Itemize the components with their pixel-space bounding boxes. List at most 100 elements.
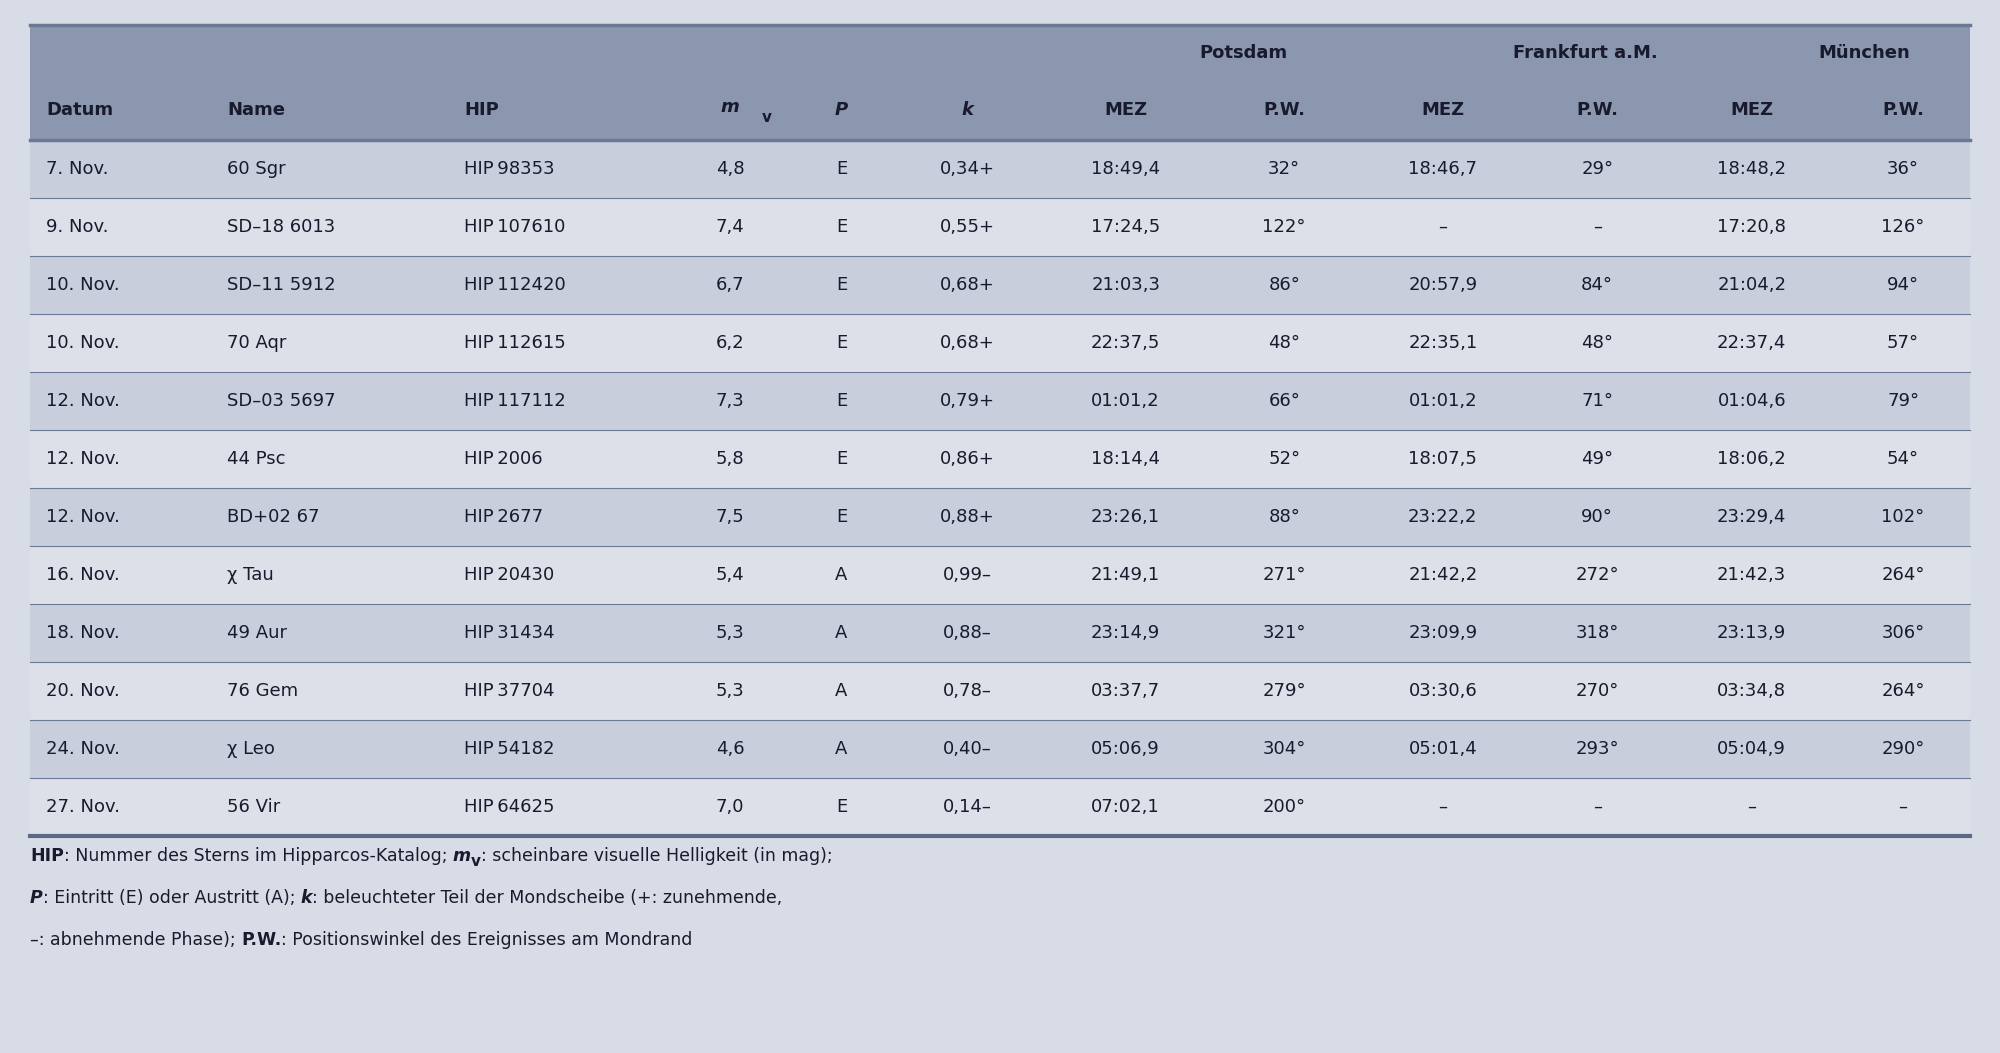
Text: 279°: 279° xyxy=(1262,682,1306,700)
Text: 10. Nov.: 10. Nov. xyxy=(46,334,120,352)
Text: 17:24,5: 17:24,5 xyxy=(1092,218,1160,236)
Text: München: München xyxy=(1818,43,1910,61)
Bar xyxy=(30,198,1970,256)
Text: E: E xyxy=(836,508,848,526)
Text: 54°: 54° xyxy=(1888,450,1920,468)
Text: 18:06,2: 18:06,2 xyxy=(1718,450,1786,468)
Text: HIP 31434: HIP 31434 xyxy=(464,624,554,642)
Text: P.W.: P.W. xyxy=(1882,101,1924,119)
Text: 48°: 48° xyxy=(1268,334,1300,352)
Bar xyxy=(30,720,1970,778)
Text: 94°: 94° xyxy=(1888,276,1920,294)
Text: Frankfurt a.M.: Frankfurt a.M. xyxy=(1512,43,1658,61)
Text: 03:34,8: 03:34,8 xyxy=(1718,682,1786,700)
Text: 29°: 29° xyxy=(1582,160,1614,178)
Text: HIP 98353: HIP 98353 xyxy=(464,160,554,178)
Text: 21:42,2: 21:42,2 xyxy=(1408,567,1478,584)
Text: : Positionswinkel des Ereignisses am Mondrand: : Positionswinkel des Ereignisses am Mon… xyxy=(282,931,692,949)
Text: 23:14,9: 23:14,9 xyxy=(1092,624,1160,642)
Text: 6,2: 6,2 xyxy=(716,334,744,352)
Text: 12. Nov.: 12. Nov. xyxy=(46,508,120,526)
Text: 22:37,5: 22:37,5 xyxy=(1090,334,1160,352)
Text: –: – xyxy=(1592,218,1602,236)
Text: 306°: 306° xyxy=(1882,624,1924,642)
Text: 20. Nov.: 20. Nov. xyxy=(46,682,120,700)
Text: 18:48,2: 18:48,2 xyxy=(1718,160,1786,178)
Text: 318°: 318° xyxy=(1576,624,1618,642)
Text: 03:30,6: 03:30,6 xyxy=(1408,682,1478,700)
Text: 01:01,2: 01:01,2 xyxy=(1092,392,1160,410)
Text: E: E xyxy=(836,334,848,352)
Text: SD–03 5697: SD–03 5697 xyxy=(228,392,336,410)
Text: E: E xyxy=(836,450,848,468)
Text: 66°: 66° xyxy=(1268,392,1300,410)
Text: E: E xyxy=(836,218,848,236)
Bar xyxy=(30,140,1970,198)
Bar xyxy=(30,547,1970,604)
Text: 90°: 90° xyxy=(1582,508,1614,526)
Text: 56 Vir: 56 Vir xyxy=(228,798,280,816)
Text: 7,4: 7,4 xyxy=(716,218,744,236)
Text: m: m xyxy=(452,847,472,865)
Text: 32°: 32° xyxy=(1268,160,1300,178)
Text: 23:13,9: 23:13,9 xyxy=(1718,624,1786,642)
Text: 271°: 271° xyxy=(1262,567,1306,584)
Bar xyxy=(30,256,1970,314)
Text: 0,88–: 0,88– xyxy=(942,624,992,642)
Text: 12. Nov.: 12. Nov. xyxy=(46,450,120,468)
Text: 21:03,3: 21:03,3 xyxy=(1092,276,1160,294)
Text: 71°: 71° xyxy=(1582,392,1614,410)
Text: 57°: 57° xyxy=(1888,334,1920,352)
Text: 7,3: 7,3 xyxy=(716,392,744,410)
Bar xyxy=(30,488,1970,547)
Text: 23:22,2: 23:22,2 xyxy=(1408,508,1478,526)
Text: : beleuchteter Teil der Mondscheibe (+: zunehmende,: : beleuchteter Teil der Mondscheibe (+: … xyxy=(312,889,782,907)
Text: 36°: 36° xyxy=(1888,160,1920,178)
Text: E: E xyxy=(836,276,848,294)
Text: 03:37,7: 03:37,7 xyxy=(1092,682,1160,700)
Text: χ Leo: χ Leo xyxy=(228,740,276,758)
Text: MEZ: MEZ xyxy=(1104,101,1148,119)
Text: E: E xyxy=(836,392,848,410)
Text: HIP 117112: HIP 117112 xyxy=(464,392,566,410)
Text: 0,34+: 0,34+ xyxy=(940,160,994,178)
Text: k: k xyxy=(962,101,974,119)
Text: 17:20,8: 17:20,8 xyxy=(1718,218,1786,236)
Text: 290°: 290° xyxy=(1882,740,1924,758)
Text: 18:14,4: 18:14,4 xyxy=(1092,450,1160,468)
Text: 18:46,7: 18:46,7 xyxy=(1408,160,1478,178)
Text: MEZ: MEZ xyxy=(1730,101,1774,119)
Text: 22:37,4: 22:37,4 xyxy=(1718,334,1786,352)
Text: 21:42,3: 21:42,3 xyxy=(1718,567,1786,584)
Text: 48°: 48° xyxy=(1582,334,1614,352)
Text: 5,3: 5,3 xyxy=(716,624,744,642)
Text: BD+02 67: BD+02 67 xyxy=(228,508,320,526)
Text: : Eintritt (E) oder Austritt (A);: : Eintritt (E) oder Austritt (A); xyxy=(42,889,300,907)
Text: HIP 107610: HIP 107610 xyxy=(464,218,566,236)
Text: HIP 37704: HIP 37704 xyxy=(464,682,554,700)
Text: 293°: 293° xyxy=(1576,740,1620,758)
Text: 05:04,9: 05:04,9 xyxy=(1718,740,1786,758)
Text: 102°: 102° xyxy=(1882,508,1924,526)
Text: 07:02,1: 07:02,1 xyxy=(1092,798,1160,816)
Bar xyxy=(30,372,1970,430)
Text: P.W.: P.W. xyxy=(1576,101,1618,119)
Text: HIP 112420: HIP 112420 xyxy=(464,276,566,294)
Text: 0,68+: 0,68+ xyxy=(940,334,994,352)
Text: 4,6: 4,6 xyxy=(716,740,744,758)
Text: 0,40–: 0,40– xyxy=(942,740,992,758)
Text: HIP 112615: HIP 112615 xyxy=(464,334,566,352)
Text: SD–11 5912: SD–11 5912 xyxy=(228,276,336,294)
Text: 304°: 304° xyxy=(1262,740,1306,758)
Text: –: – xyxy=(1592,798,1602,816)
Text: 321°: 321° xyxy=(1262,624,1306,642)
Text: 0,79+: 0,79+ xyxy=(940,392,994,410)
Text: 200°: 200° xyxy=(1262,798,1306,816)
Text: 27. Nov.: 27. Nov. xyxy=(46,798,120,816)
Bar xyxy=(30,778,1970,836)
Text: A: A xyxy=(836,567,848,584)
Text: P: P xyxy=(834,101,848,119)
Text: 23:29,4: 23:29,4 xyxy=(1718,508,1786,526)
Text: 0,55+: 0,55+ xyxy=(940,218,994,236)
Text: 4,8: 4,8 xyxy=(716,160,744,178)
